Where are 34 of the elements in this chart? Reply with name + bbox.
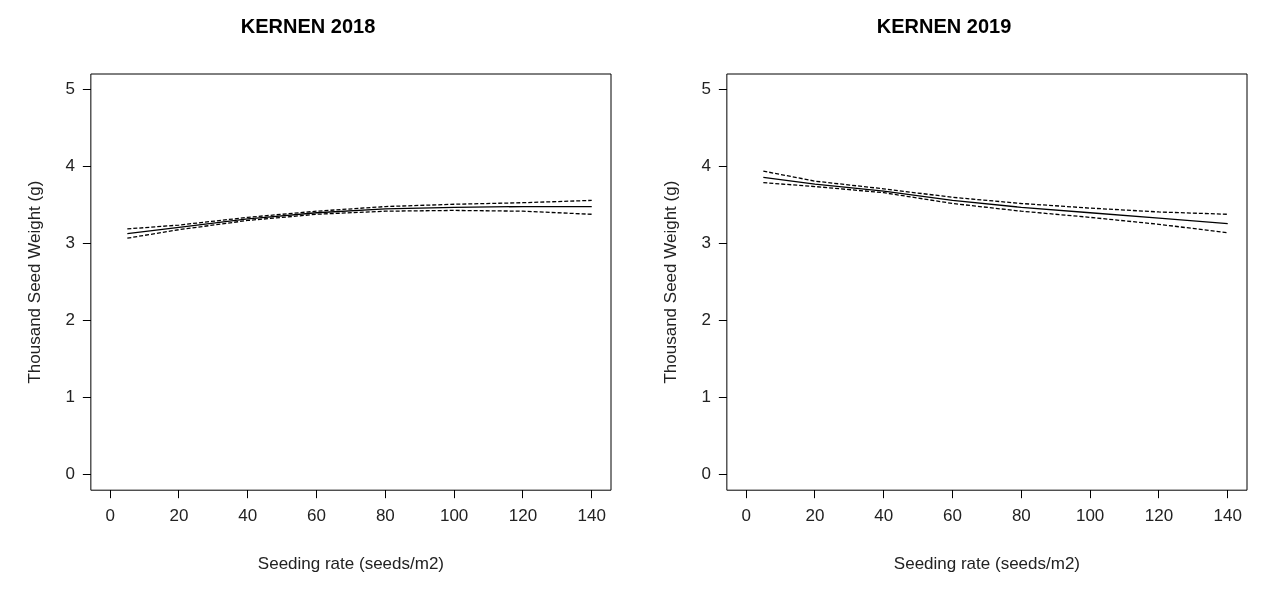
x-axis-title: Seeding rate (seeds/m2) bbox=[257, 554, 445, 574]
x-tick-label: 100 bbox=[1075, 506, 1105, 526]
y-tick-label: 5 bbox=[65, 79, 75, 99]
y-tick-label: 1 bbox=[701, 387, 711, 407]
y-tick-label: 0 bbox=[65, 464, 75, 484]
x-tick-label: 120 bbox=[508, 506, 538, 526]
x-tick-label: 60 bbox=[943, 506, 962, 526]
y-tick-label: 0 bbox=[701, 464, 711, 484]
x-axis-title: Seeding rate (seeds/m2) bbox=[893, 554, 1081, 574]
y-tick-label: 4 bbox=[65, 156, 75, 176]
x-tick-label: 20 bbox=[169, 506, 189, 526]
x-tick-label: 0 bbox=[741, 506, 751, 526]
y-tick-label: 3 bbox=[701, 233, 711, 253]
y-axis-title: Thousand Seed Weight (g) bbox=[24, 180, 44, 384]
y-tick-label: 4 bbox=[701, 156, 711, 176]
y-tick-label: 1 bbox=[65, 387, 75, 407]
y-tick-label: 3 bbox=[65, 233, 75, 253]
x-tick-label: 20 bbox=[805, 506, 825, 526]
chart-title: KERNEN 2018 bbox=[240, 14, 376, 37]
x-tick-label: 40 bbox=[874, 506, 894, 526]
x-tick-label: 60 bbox=[307, 506, 326, 526]
y-tick-label: 2 bbox=[65, 310, 75, 330]
x-tick-label: 140 bbox=[577, 506, 606, 526]
x-tick-label: 100 bbox=[439, 506, 469, 526]
x-tick-label: 0 bbox=[105, 506, 115, 526]
y-tick-label: 5 bbox=[701, 79, 711, 99]
chart-title: KERNEN 2019 bbox=[876, 14, 1012, 37]
y-tick-label: 2 bbox=[701, 310, 711, 330]
x-tick-label: 120 bbox=[1144, 506, 1174, 526]
x-tick-label: 80 bbox=[1011, 506, 1031, 526]
x-tick-label: 40 bbox=[238, 506, 258, 526]
y-axis-title: Thousand Seed Weight (g) bbox=[660, 180, 680, 384]
x-tick-label: 140 bbox=[1213, 506, 1242, 526]
x-tick-label: 80 bbox=[375, 506, 395, 526]
